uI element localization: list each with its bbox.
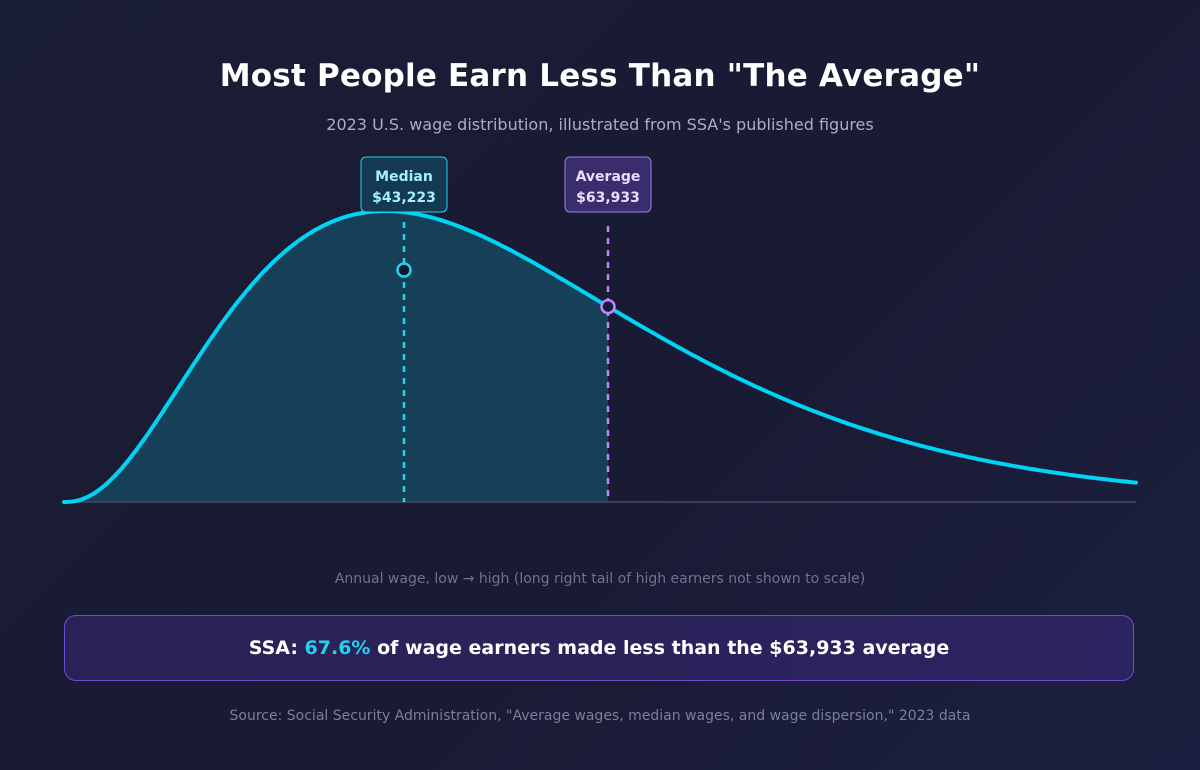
source-note: Source: Social Security Administration, … — [229, 708, 971, 724]
callout-suffix: of wage earners made less than the $63,9… — [370, 637, 950, 659]
median-label-name: Median — [375, 169, 433, 185]
distribution-curve — [62, 209, 1138, 504]
average-label-value: $63,933 — [576, 190, 640, 206]
chart-subtitle: 2023 U.S. wage distribution, illustrated… — [326, 115, 874, 134]
callout-banner: SSA: 67.6% of wage earners made less tha… — [64, 615, 1134, 681]
callout-percent: 67.6% — [304, 637, 371, 659]
median-label-value: $43,223 — [372, 190, 436, 206]
median-point — [396, 262, 412, 278]
average-point — [600, 298, 616, 315]
callout-prefix: SSA: — [248, 637, 305, 659]
average-label-name: Average — [576, 169, 641, 185]
distribution-chart: Median $43,223 Average $63,933 — [62, 156, 1138, 504]
average-label-box: Average $63,933 — [564, 156, 652, 213]
median-label-box: Median $43,223 — [360, 156, 448, 213]
x-axis-label: Annual wage, low → high (long right tail… — [334, 571, 866, 587]
chart-title: Most People Earn Less Than "The Average" — [219, 58, 981, 94]
below-average-area — [64, 211, 608, 502]
